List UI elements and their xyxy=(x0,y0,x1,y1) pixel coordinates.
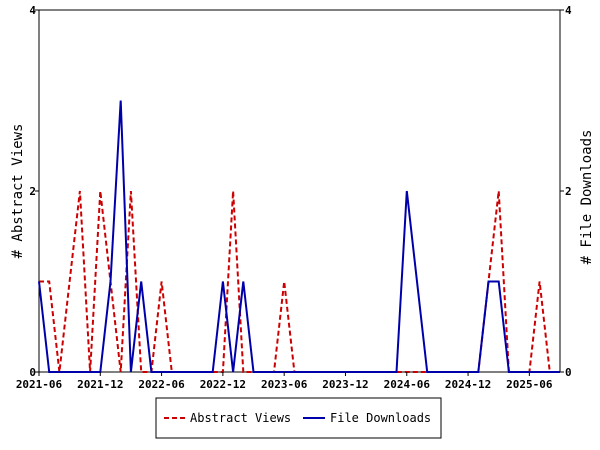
x-tick-label: 2024-12 xyxy=(445,378,491,391)
legend-label-file-downloads: File Downloads xyxy=(330,411,431,425)
x-tick-label: 2024-06 xyxy=(384,378,431,391)
series-line-file-downloads xyxy=(38,100,560,373)
x-tick-label: 2022-06 xyxy=(138,378,185,391)
y-left-tick-label: 0 xyxy=(29,366,36,379)
y-left-tick-label: 2 xyxy=(29,185,36,198)
legend: Abstract Views File Downloads xyxy=(155,397,442,439)
y-right-tick-label: 2 xyxy=(565,185,572,198)
x-tick-label: 2023-12 xyxy=(322,378,368,391)
x-tick-label: 2023-06 xyxy=(261,378,308,391)
y-right-tick-label: 0 xyxy=(565,366,572,379)
y-right-axis-title: # File Downloads xyxy=(579,130,595,265)
y-left-tick-label: 4 xyxy=(29,4,36,17)
x-tick-label: 2021-12 xyxy=(77,378,123,391)
plot-area xyxy=(38,9,561,373)
y-left-axis-title: # Abstract Views xyxy=(10,124,26,259)
x-tick-label: 2021-06 xyxy=(16,378,63,391)
x-tick-label: 2022-12 xyxy=(200,378,246,391)
x-tick-label: 2025-06 xyxy=(506,378,553,391)
legend-label-abstract-views: Abstract Views xyxy=(190,411,291,425)
legend-box xyxy=(155,397,442,439)
y-right-tick-label: 4 xyxy=(565,4,572,17)
